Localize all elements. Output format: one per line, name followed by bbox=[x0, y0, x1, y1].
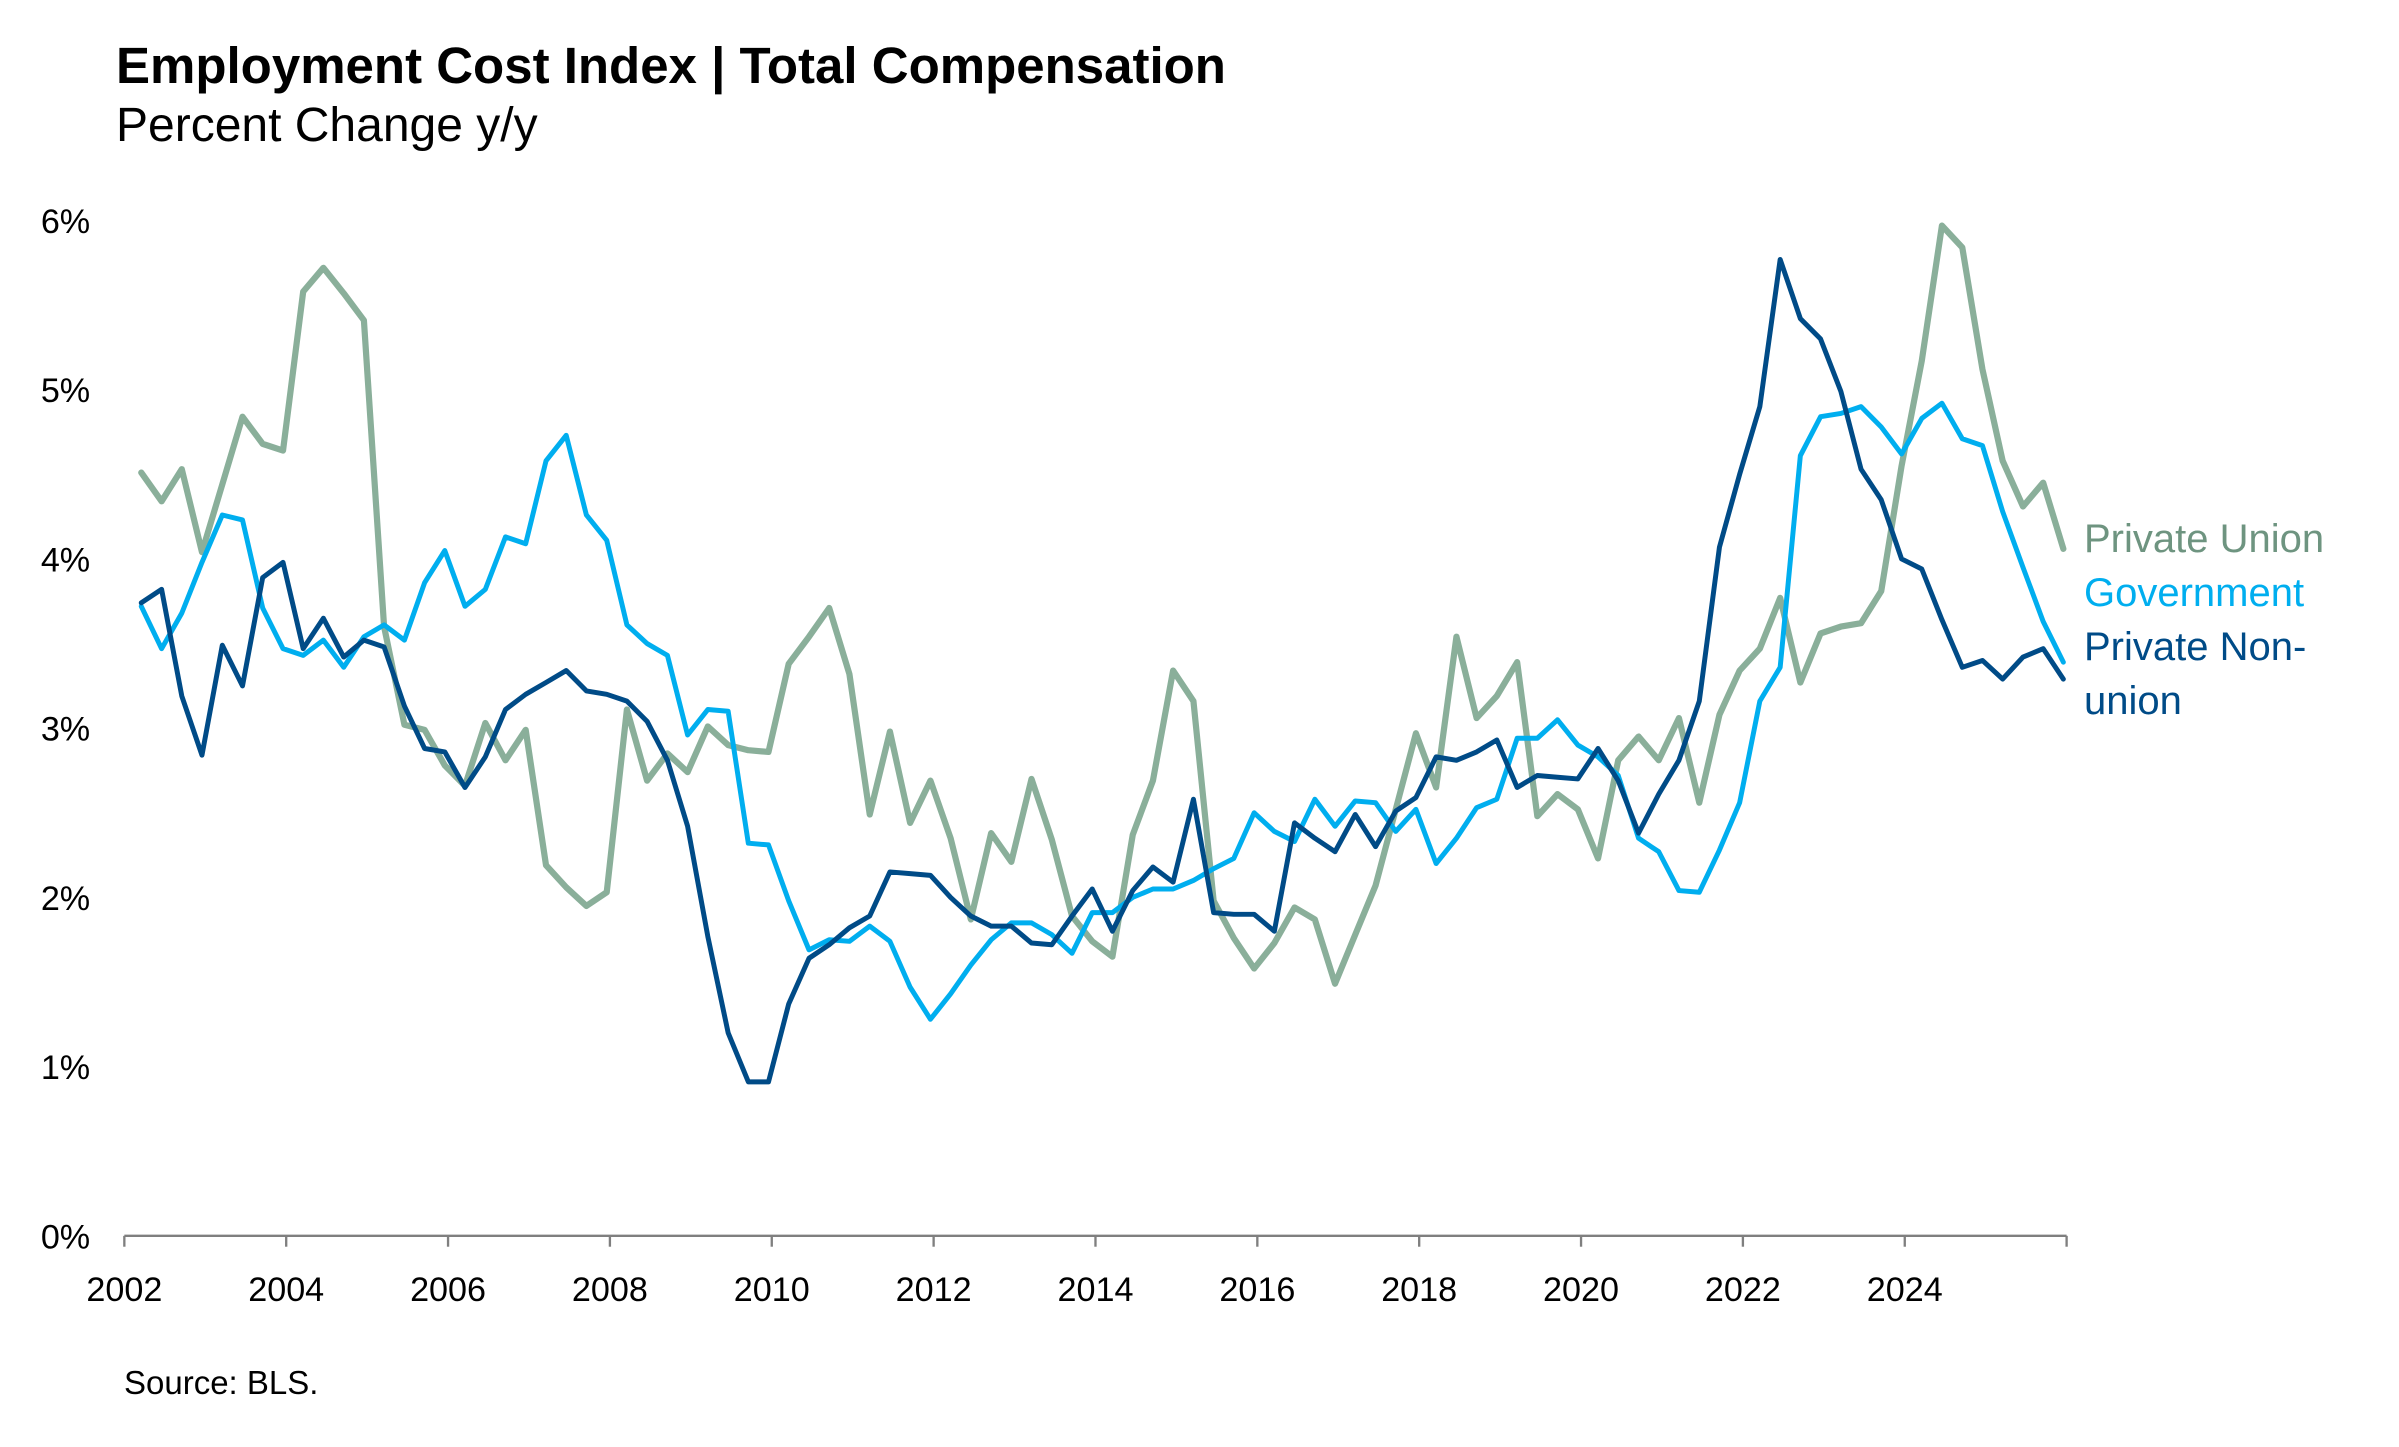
series-line-private-non-union bbox=[138, 256, 2066, 1085]
x-tick-label: 2016 bbox=[1219, 1271, 1295, 1309]
y-tick-label: 6% bbox=[41, 203, 90, 241]
y-tick-label: 3% bbox=[41, 711, 90, 749]
y-tick-label: 5% bbox=[41, 372, 90, 410]
series-line-government bbox=[138, 400, 2066, 1022]
source-note: Source: BLS. bbox=[124, 1364, 319, 1401]
x-tick-label: 2002 bbox=[86, 1271, 162, 1309]
legend-entry-private-non-union: Private Non-union bbox=[2084, 625, 2307, 723]
chart-subtitle: Percent Change y/y bbox=[116, 99, 538, 152]
chart-title: Employment Cost Index | Total Compensati… bbox=[116, 37, 1226, 94]
legend-entry-private-union: Private Union bbox=[2084, 517, 2325, 561]
x-tick-label: 2024 bbox=[1867, 1271, 1943, 1309]
y-tick-label: 4% bbox=[41, 541, 90, 579]
y-axis-tick-labels: 0% 1% 2% 3% 4% 5% 6% bbox=[41, 203, 90, 1256]
x-tick-label: 2006 bbox=[410, 1271, 486, 1309]
x-tick-label: 2004 bbox=[248, 1271, 324, 1309]
y-tick-label: 2% bbox=[41, 880, 90, 918]
x-axis: 2002 2004 2006 2008 2010 2012 2014 2016 2018 2020… bbox=[86, 1234, 2068, 1309]
y-tick-label: 1% bbox=[41, 1049, 90, 1087]
series-lines bbox=[138, 222, 2067, 1085]
x-tick-label: 2010 bbox=[734, 1271, 810, 1309]
x-tick-label: 2012 bbox=[896, 1271, 972, 1309]
x-tick-label: 2020 bbox=[1543, 1271, 1619, 1309]
y-tick-label: 0% bbox=[41, 1218, 90, 1256]
x-tick-label: 2014 bbox=[1058, 1271, 1134, 1309]
x-tick-label: 2008 bbox=[572, 1271, 648, 1309]
x-tick-label: 2022 bbox=[1705, 1271, 1781, 1309]
legend-entry-government: Government bbox=[2084, 571, 2305, 615]
legend: Private Union Government Private Non-union bbox=[2084, 512, 2356, 728]
series-line-private-union bbox=[138, 222, 2067, 987]
x-tick-label: 2018 bbox=[1381, 1271, 1457, 1309]
